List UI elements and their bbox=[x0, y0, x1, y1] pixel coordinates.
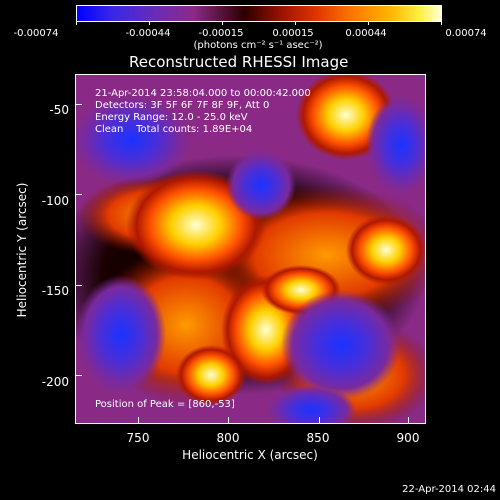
footer-timestamp: 22-Apr-2014 02:44 bbox=[402, 484, 496, 495]
colorbar-tick-label: 0.00044 bbox=[345, 28, 387, 39]
colorbar-tick-label: 0.00015 bbox=[272, 28, 314, 39]
colorbar-ticks bbox=[76, 21, 442, 26]
observation-time: 21-Apr-2014 23:58:04.000 to 00:00:42.000 bbox=[95, 88, 311, 99]
x-tick-label: 800 bbox=[216, 431, 240, 445]
rhessi-image: 21-Apr-2014 23:58:04.000 to 00:00:42.000… bbox=[75, 74, 426, 424]
x-tick-label: 850 bbox=[306, 431, 330, 445]
y-tick-label: -50 bbox=[49, 103, 69, 117]
detectors-info: Detectors: 3F 5F 6F 7F 8F 9F, Att 0 bbox=[95, 100, 270, 111]
colorbar-unit-label: (photons cm⁻² s⁻¹ asec⁻²) bbox=[193, 40, 323, 51]
colorbar-tick-label: -0.00044 bbox=[125, 28, 171, 39]
x-tick-label: 900 bbox=[396, 431, 420, 445]
x-tick-label: 750 bbox=[126, 431, 150, 445]
peak-position: Position of Peak = [860,-53] bbox=[95, 399, 235, 410]
colorbar-tick-label: -0.00074 bbox=[13, 28, 59, 39]
y-tick-label: -100 bbox=[41, 194, 69, 208]
y-axis-title: Heliocentric Y (arcsec) bbox=[15, 182, 29, 318]
total-counts: Clean Total counts: 1.89E+04 bbox=[95, 124, 253, 135]
y-tick-label: -200 bbox=[41, 375, 69, 389]
energy-range: Energy Range: 12.0 - 25.0 keV bbox=[95, 112, 248, 123]
colorbar-tick-label: -0.00015 bbox=[198, 28, 244, 39]
image-title: Reconstructed RHESSI Image bbox=[129, 53, 349, 71]
x-axis-title: Heliocentric X (arcsec) bbox=[182, 448, 318, 462]
colorbar bbox=[76, 5, 442, 22]
colorbar-tick-label: 0.00074 bbox=[445, 28, 487, 39]
rhessi-heatmap bbox=[76, 75, 425, 423]
y-tick-label: -150 bbox=[41, 284, 69, 298]
